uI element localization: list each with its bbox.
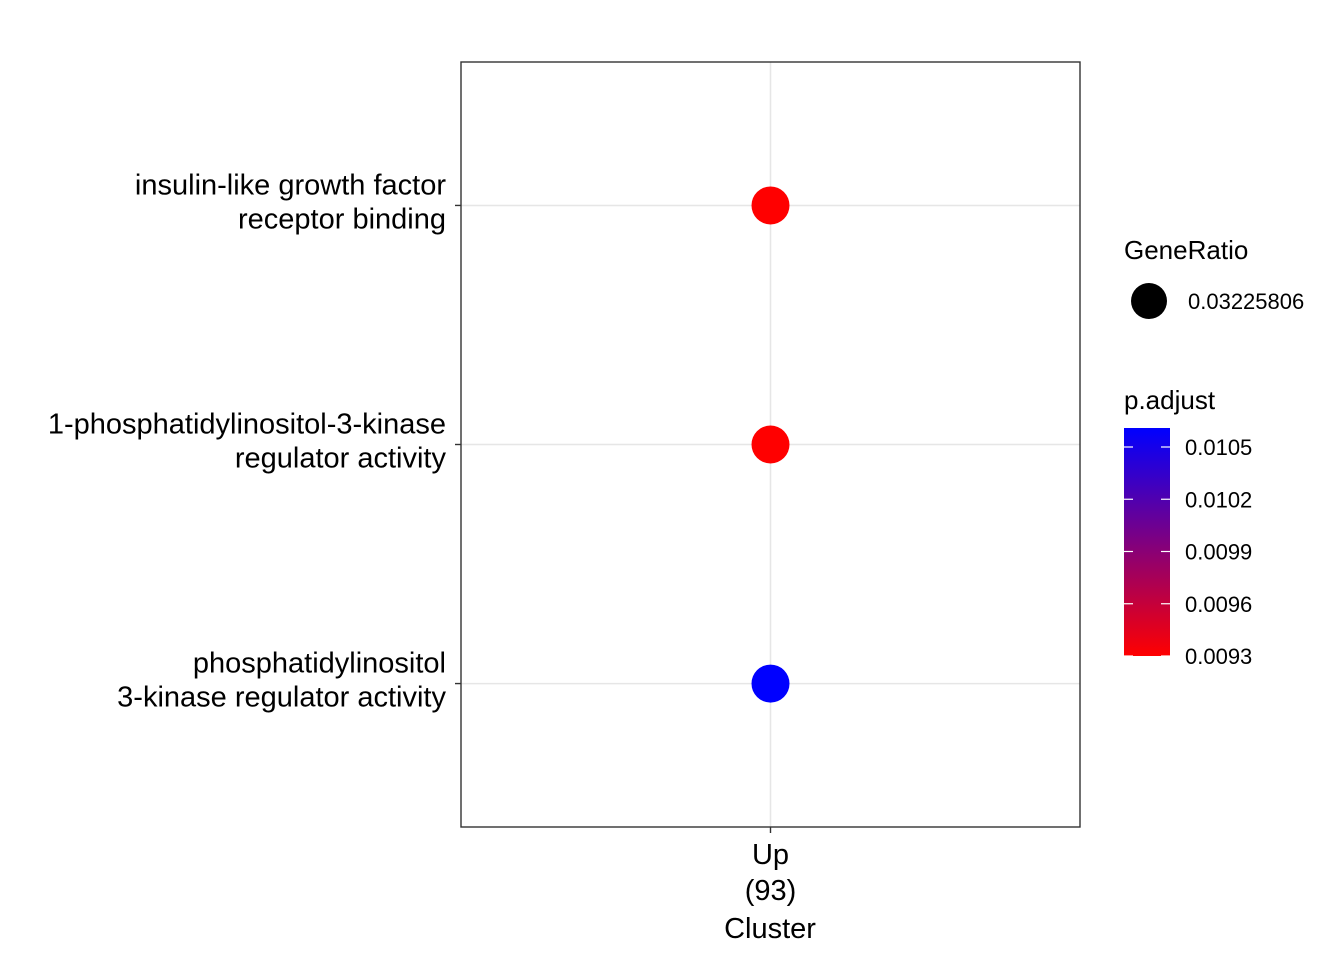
y-tick-label: insulin-like growth factor xyxy=(135,169,446,201)
y-tick-label: regulator activity xyxy=(235,443,447,475)
y-tick-label: 1-phosphatidylinositol-3-kinase xyxy=(48,409,446,441)
colorbar-tick-label: 0.0093 xyxy=(1185,644,1252,669)
legend-color-title: p.adjust xyxy=(1124,385,1216,415)
data-point xyxy=(751,186,790,225)
x-axis: Up (93) xyxy=(745,827,797,907)
plot-panel xyxy=(460,61,1081,828)
colorbar-tick-label: 0.0096 xyxy=(1185,592,1252,617)
colorbar-tick-label: 0.0105 xyxy=(1185,435,1252,460)
y-tick-label: receptor binding xyxy=(238,203,446,235)
x-tick-count: (93) xyxy=(745,875,797,907)
legend-color-ticks: 0.0105 0.0102 0.0099 0.0096 0.0093 xyxy=(1124,435,1252,669)
colorbar-tick-label: 0.0102 xyxy=(1185,487,1252,512)
colorbar-tick-label: 0.0099 xyxy=(1185,540,1252,565)
data-point xyxy=(751,664,790,703)
y-tick-label: phosphatidylinositol xyxy=(193,648,446,680)
x-tick-label: Up xyxy=(752,839,789,871)
data-points xyxy=(751,186,790,703)
legend: GeneRatio 0.03225806 p.adjust 0.01050.01… xyxy=(1124,235,1304,669)
legend-color-bar xyxy=(1124,428,1170,656)
legend-size-label: 0.03225806 xyxy=(1188,289,1304,314)
legend-size-title: GeneRatio xyxy=(1124,235,1248,265)
data-point xyxy=(751,425,790,464)
legend-size-key xyxy=(1131,283,1167,319)
x-axis-title: Cluster xyxy=(724,913,816,945)
y-tick-label: 3-kinase regulator activity xyxy=(117,682,446,714)
